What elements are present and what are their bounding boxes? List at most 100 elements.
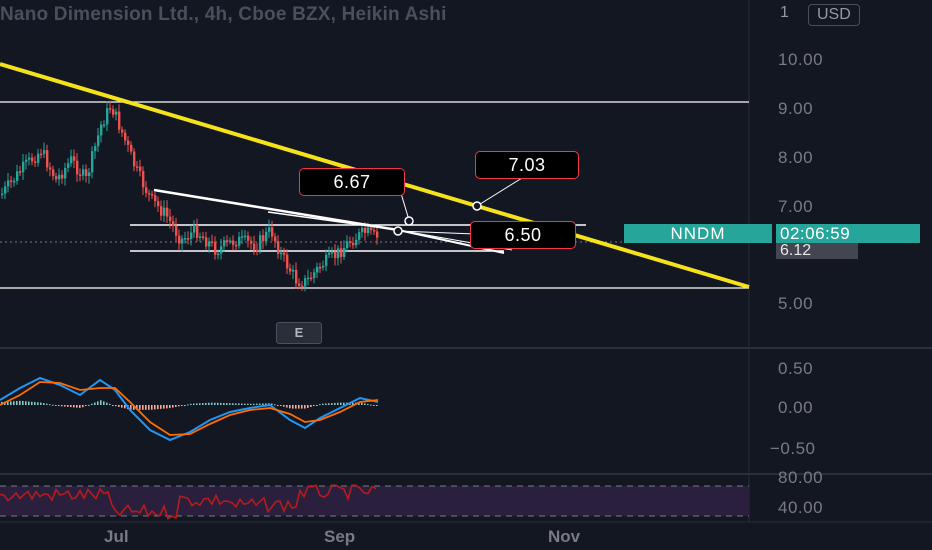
candle-body bbox=[118, 111, 121, 130]
candle-body bbox=[73, 156, 76, 161]
candle-body bbox=[43, 150, 46, 154]
earnings-marker[interactable]: E bbox=[276, 322, 322, 344]
candle-body bbox=[289, 268, 292, 272]
histogram-bar bbox=[226, 403, 228, 405]
histogram-bar bbox=[16, 401, 18, 405]
candle-body bbox=[283, 252, 286, 255]
candle-body bbox=[211, 241, 214, 243]
anchor-point-b[interactable] bbox=[472, 201, 482, 211]
candle-body bbox=[217, 253, 220, 256]
candle-body bbox=[370, 227, 373, 231]
rsi-axis-label: 40.00 bbox=[778, 498, 824, 517]
histogram-bar bbox=[352, 402, 354, 405]
candle-body bbox=[37, 153, 40, 163]
histogram-bar bbox=[376, 405, 378, 406]
histogram-bar bbox=[193, 403, 195, 405]
histogram-bar bbox=[121, 405, 123, 408]
price-callout-c[interactable]: 6.50 bbox=[470, 221, 576, 249]
candle-body bbox=[184, 238, 187, 240]
candle-body bbox=[142, 171, 145, 188]
candle-body bbox=[22, 161, 25, 173]
candle-body bbox=[304, 278, 307, 287]
candle-body bbox=[103, 124, 106, 127]
currency-badge[interactable]: USD bbox=[808, 4, 860, 26]
candle-body bbox=[58, 174, 61, 180]
candle-body bbox=[334, 251, 337, 259]
histogram-bar bbox=[232, 403, 234, 405]
price-callout-b[interactable]: 7.03 bbox=[475, 151, 579, 179]
price-callout-a[interactable]: 6.67 bbox=[299, 168, 405, 196]
candle-body bbox=[79, 174, 82, 177]
macd-axis-label: 0.50 bbox=[778, 359, 814, 378]
callout-c-leader bbox=[397, 230, 476, 235]
candle-body bbox=[292, 269, 295, 272]
candle-body bbox=[193, 225, 196, 233]
anchor-point-c[interactable] bbox=[393, 226, 403, 236]
candle-body bbox=[346, 241, 349, 248]
histogram-bar bbox=[7, 401, 9, 405]
histogram-bar bbox=[214, 402, 216, 405]
candle-body bbox=[64, 167, 67, 179]
candle-body bbox=[97, 135, 100, 147]
candle-body bbox=[268, 227, 271, 232]
histogram-bar bbox=[79, 405, 81, 408]
heikin-ashi-candles[interactable] bbox=[1, 100, 379, 292]
histogram-bar bbox=[91, 403, 93, 405]
anchor-point-a[interactable] bbox=[404, 216, 414, 226]
candle-body bbox=[238, 236, 241, 246]
candle-body bbox=[175, 225, 178, 236]
candle-body bbox=[265, 231, 268, 242]
histogram-bar bbox=[88, 404, 90, 406]
histogram-bar bbox=[211, 402, 213, 405]
histogram-bar bbox=[187, 404, 189, 406]
candle-body bbox=[181, 238, 184, 244]
candle-body bbox=[328, 252, 331, 255]
candle-body bbox=[223, 240, 226, 247]
histogram-bar bbox=[196, 403, 198, 405]
candle-body bbox=[160, 206, 163, 216]
candle-body bbox=[358, 232, 361, 240]
candle-body bbox=[124, 132, 127, 141]
histogram-bar bbox=[97, 401, 99, 405]
macd-line bbox=[0, 376, 379, 442]
candle-body bbox=[271, 227, 274, 237]
histogram-bar bbox=[142, 405, 144, 410]
candle-body bbox=[136, 166, 139, 168]
histogram-bar bbox=[241, 403, 243, 405]
rsi-axis-label: 80.00 bbox=[778, 468, 824, 487]
histogram-bar bbox=[313, 405, 315, 407]
histogram-bar bbox=[34, 402, 36, 405]
candle-body bbox=[139, 166, 142, 172]
histogram-bar bbox=[268, 403, 270, 405]
price-axis-label: 9.00 bbox=[778, 99, 814, 118]
histogram-bar bbox=[304, 405, 306, 409]
candle-body bbox=[274, 236, 277, 242]
histogram-bar bbox=[169, 405, 171, 409]
wedge-lower-line[interactable] bbox=[267, 211, 399, 231]
histogram-bar bbox=[184, 405, 186, 406]
candle-body bbox=[208, 241, 211, 247]
histogram-bar bbox=[115, 405, 117, 407]
time-axis-label: Sep bbox=[324, 527, 356, 546]
histogram-bar bbox=[67, 405, 69, 407]
histogram-bar bbox=[136, 405, 138, 410]
histogram-bar bbox=[238, 403, 240, 405]
wedge-extension-a[interactable] bbox=[397, 229, 505, 254]
candle-body bbox=[88, 172, 91, 177]
candle-body bbox=[325, 254, 328, 266]
candle-body bbox=[7, 180, 10, 187]
candle-body bbox=[76, 160, 79, 175]
candle-body bbox=[226, 240, 229, 242]
candle-body bbox=[115, 111, 118, 115]
histogram-bar bbox=[52, 404, 54, 406]
histogram-bar bbox=[49, 404, 51, 406]
histogram-bar bbox=[100, 400, 102, 405]
histogram-bar bbox=[274, 404, 276, 406]
histogram-bar bbox=[280, 405, 282, 406]
histogram-bar bbox=[253, 403, 255, 405]
histogram-bar bbox=[322, 403, 324, 405]
histogram-bar bbox=[307, 405, 309, 408]
candle-body bbox=[307, 277, 310, 280]
wedge-upper-line[interactable] bbox=[153, 188, 399, 232]
histogram-bar bbox=[310, 405, 312, 407]
